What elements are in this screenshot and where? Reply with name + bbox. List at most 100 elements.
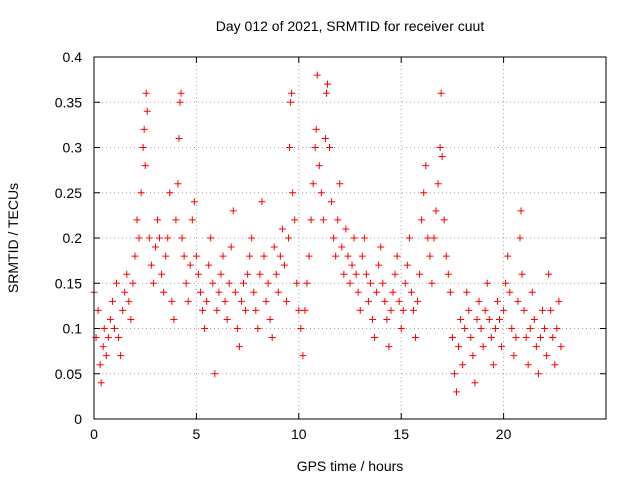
data-point <box>297 325 305 332</box>
data-point <box>180 252 188 260</box>
y-tick-label: 0.15 <box>55 275 82 291</box>
data-point <box>125 297 133 305</box>
data-point <box>289 189 297 197</box>
data-point <box>539 306 547 314</box>
data-point <box>127 315 135 323</box>
data-point <box>371 334 379 342</box>
data-point <box>459 361 467 369</box>
data-point <box>383 315 391 323</box>
data-point <box>437 89 445 97</box>
data-point <box>162 252 170 260</box>
data-point <box>188 216 196 224</box>
data-point <box>516 234 524 242</box>
data-point <box>196 288 204 296</box>
data-point <box>190 198 198 206</box>
data-point <box>346 279 354 287</box>
data-point <box>502 279 510 287</box>
data-point <box>432 207 440 215</box>
data-point <box>481 306 489 314</box>
data-point <box>526 325 534 332</box>
data-point <box>235 343 243 351</box>
data-point <box>517 207 525 215</box>
data-point <box>303 279 311 287</box>
data-point <box>450 370 458 378</box>
data-point <box>268 334 276 342</box>
data-point <box>254 325 262 332</box>
data-point <box>286 144 294 151</box>
y-tick-label: 0.05 <box>55 366 82 382</box>
data-point <box>231 288 239 296</box>
data-point <box>184 297 192 305</box>
data-point <box>434 180 442 188</box>
data-point <box>467 334 475 342</box>
data-point <box>514 297 522 305</box>
y-tick-label: 0.4 <box>63 49 83 65</box>
data-point <box>543 352 551 360</box>
data-point <box>139 144 147 151</box>
data-point <box>381 297 389 305</box>
data-point <box>278 225 286 233</box>
data-point <box>192 252 200 260</box>
data-point <box>375 261 383 269</box>
data-point <box>479 343 487 351</box>
data-point <box>194 270 202 278</box>
data-point <box>366 279 374 287</box>
data-point <box>551 361 559 369</box>
data-point <box>356 306 364 314</box>
data-point <box>301 306 309 314</box>
y-tick-label: 0.3 <box>63 140 83 156</box>
data-point <box>463 288 471 296</box>
data-point <box>283 297 291 305</box>
data-point <box>477 325 485 332</box>
data-point <box>358 252 366 260</box>
data-point <box>117 352 125 360</box>
data-point <box>227 243 235 251</box>
data-point <box>389 288 397 296</box>
data-point <box>151 243 159 251</box>
data-point <box>534 370 542 378</box>
data-point <box>536 334 544 342</box>
data-point <box>137 189 145 197</box>
data-point <box>328 198 336 206</box>
data-point <box>530 315 538 323</box>
data-point <box>291 216 299 224</box>
data-point <box>142 89 150 97</box>
data-point <box>444 270 452 278</box>
data-point <box>403 261 411 269</box>
data-point <box>262 297 270 305</box>
data-point <box>557 343 565 351</box>
data-point <box>258 198 266 206</box>
y-tick-label: 0.2 <box>63 230 83 246</box>
data-point <box>442 252 450 260</box>
data-point <box>252 306 260 314</box>
data-point <box>422 162 430 170</box>
data-point <box>276 252 284 260</box>
data-point <box>342 225 350 233</box>
data-point <box>332 252 340 260</box>
data-point <box>440 216 448 224</box>
data-point <box>541 325 549 332</box>
data-point <box>532 343 540 351</box>
data-point <box>293 279 301 287</box>
data-point <box>270 243 278 251</box>
data-point <box>350 234 358 242</box>
data-point <box>518 270 526 278</box>
data-point <box>455 343 463 351</box>
data-point <box>448 334 456 342</box>
data-point <box>110 325 118 332</box>
data-point <box>209 279 217 287</box>
data-point <box>102 352 110 360</box>
data-point <box>387 306 395 314</box>
data-point <box>299 352 307 360</box>
data-point <box>498 343 506 351</box>
data-point <box>175 134 183 142</box>
data-point <box>420 189 428 197</box>
data-point <box>315 162 323 170</box>
data-point <box>133 216 141 224</box>
y-tick-label: 0.25 <box>55 185 82 201</box>
data-point <box>260 252 268 260</box>
data-point <box>174 180 182 188</box>
data-point <box>446 288 454 296</box>
data-point <box>545 270 553 278</box>
data-point <box>205 261 213 269</box>
